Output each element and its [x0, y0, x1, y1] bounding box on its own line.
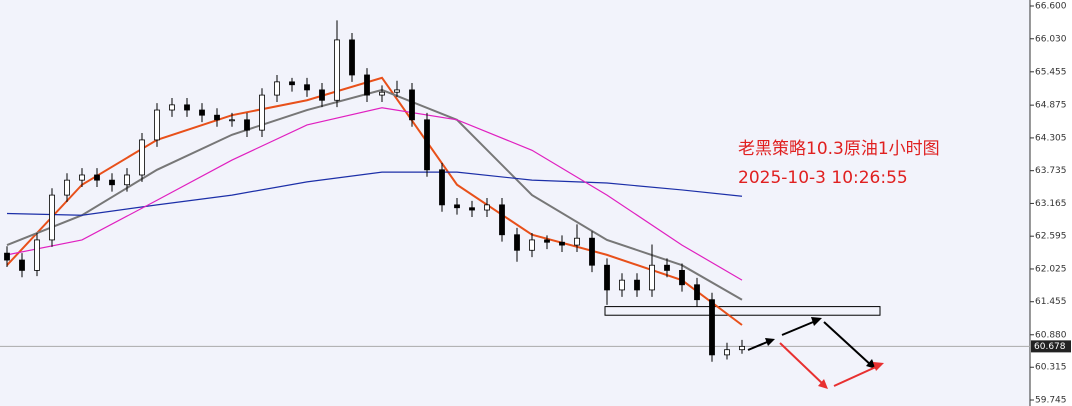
candle-body [499, 204, 505, 236]
candle-body [319, 89, 325, 101]
candle-body [394, 89, 400, 93]
y-tick-label: 62.025 [1035, 264, 1067, 274]
y-tick-label: 60.315 [1035, 363, 1067, 373]
arrow [833, 365, 879, 387]
candle-body [334, 39, 340, 101]
annotation: 2025-10-3 10:26:55 [738, 168, 908, 188]
candle-body [559, 241, 565, 246]
candle-body [439, 169, 445, 206]
candle-body [124, 174, 130, 186]
candle-body [79, 174, 85, 181]
candle-body [364, 74, 370, 96]
y-tick-label: 60.880 [1035, 330, 1067, 340]
plot-background [0, 0, 1030, 406]
candle-body [94, 174, 100, 181]
candle-body [49, 194, 55, 241]
candle-body [289, 81, 295, 86]
candle-body [619, 279, 625, 291]
candle-body [379, 91, 385, 96]
arrow-head [811, 317, 822, 326]
y-tick-label: 63.165 [1035, 199, 1067, 209]
candle-body [484, 204, 490, 211]
candle-body [514, 234, 520, 251]
candle-body [229, 119, 235, 122]
current-price-box [1031, 340, 1071, 353]
candle-body [304, 84, 310, 91]
candle-body [139, 139, 145, 176]
candle-body [259, 94, 265, 131]
candle-body [724, 349, 730, 356]
arrow [781, 319, 819, 336]
candle-body [604, 264, 610, 291]
moving-average [6, 107, 743, 281]
candle-body [529, 239, 535, 251]
candle-body [709, 299, 715, 356]
candle-body [244, 119, 250, 131]
candle-body [409, 89, 415, 121]
candle-body [109, 179, 115, 186]
candle-body [184, 104, 190, 111]
y-tick-label: 66.030 [1035, 34, 1067, 44]
candle-body [349, 39, 355, 76]
candle-body [214, 114, 220, 121]
y-tick-label: 65.455 [1035, 67, 1067, 77]
candle-body [469, 207, 475, 211]
candle-body [694, 284, 700, 301]
candle-body [664, 264, 670, 271]
arrow [779, 342, 825, 386]
annotation: 老黑策略10.3原油1小时图 [738, 139, 940, 159]
candle-body [739, 345, 745, 351]
y-tick-label: 61.455 [1035, 297, 1067, 307]
candle-body [4, 252, 10, 261]
y-tick-label: 63.735 [1035, 166, 1067, 176]
candle-body [19, 259, 25, 271]
arrow-head [873, 362, 884, 371]
arrow-head [765, 338, 775, 346]
moving-average [6, 171, 743, 216]
arrow [823, 321, 873, 367]
y-tick-label: 59.745 [1035, 396, 1067, 406]
y-tick-label: 64.875 [1035, 101, 1067, 111]
candle-body [424, 119, 430, 171]
candle-body [589, 237, 595, 266]
y-tick-label: 64.305 [1035, 133, 1067, 143]
zone [604, 306, 881, 316]
moving-average [6, 76, 743, 326]
candle-body [274, 81, 280, 96]
candle-body [574, 237, 580, 246]
candle-body [199, 109, 205, 116]
candle-body [454, 204, 460, 209]
candle-body [634, 279, 640, 291]
candle-body [544, 239, 550, 243]
candle-body [34, 239, 40, 271]
candle-body [679, 269, 685, 286]
current-price-label: 60.678 [1034, 342, 1066, 352]
y-tick-label: 66.600 [1035, 2, 1067, 12]
arrow-head [818, 379, 828, 389]
candle-body [64, 179, 70, 196]
candle-body [154, 109, 160, 141]
candle-body [649, 264, 655, 291]
candle-body [169, 104, 175, 111]
plot [0, 20, 1030, 362]
y-tick-label: 62.595 [1035, 232, 1067, 242]
arrow-head [866, 359, 876, 369]
